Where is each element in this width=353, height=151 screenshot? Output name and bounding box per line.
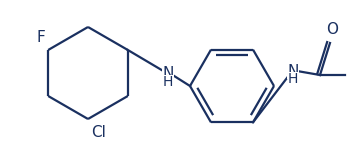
Text: Cl: Cl (91, 125, 106, 140)
Text: N: N (287, 64, 299, 79)
Text: H: H (288, 72, 298, 86)
Text: F: F (36, 30, 45, 45)
Text: H: H (163, 75, 173, 89)
Text: N: N (162, 66, 174, 82)
Text: O: O (326, 22, 338, 37)
